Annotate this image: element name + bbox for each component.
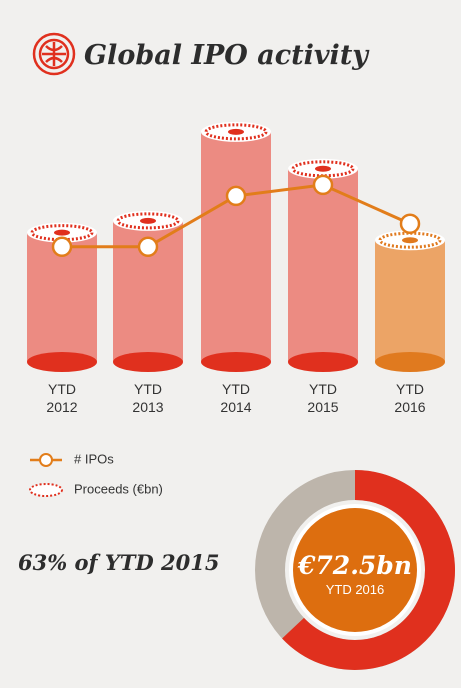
- bar: [201, 132, 271, 362]
- x-tick-label: YTD 2016: [380, 380, 440, 416]
- bar-base: [288, 352, 358, 372]
- x-tick-label: YTD 2012: [32, 380, 92, 416]
- ipo-marker: [53, 238, 71, 256]
- globe-icon: [34, 34, 74, 74]
- bar: [288, 169, 358, 362]
- bar: [375, 240, 445, 362]
- bar-base: [113, 352, 183, 372]
- legend-label: Proceeds (€bn): [74, 481, 163, 496]
- chart: Global IPO activity 63% of YTD 2015 # IP…: [0, 0, 461, 688]
- bar-top-core: [228, 129, 244, 135]
- x-tick-label: YTD 2015: [293, 380, 353, 416]
- ipo-marker: [139, 238, 157, 256]
- bar-base: [27, 352, 97, 372]
- bar-top-core: [402, 237, 418, 243]
- bar-base: [201, 352, 271, 372]
- chart-title: Global IPO activity: [84, 40, 370, 71]
- donut-headline: 63% of YTD 2015: [18, 550, 219, 575]
- legend-marker: [40, 454, 52, 466]
- x-tick-label: YTD 2013: [118, 380, 178, 416]
- bar-base: [375, 352, 445, 372]
- ipo-marker: [227, 187, 245, 205]
- bar-top-core: [54, 230, 70, 236]
- ipo-marker: [401, 215, 419, 233]
- ipo-marker: [314, 176, 332, 194]
- bar-top-core: [315, 166, 331, 172]
- legend-label: # IPOs: [74, 451, 114, 466]
- donut-center-value: €72.5bn: [297, 551, 412, 580]
- infographic: Global IPO activity 63% of YTD 2015 # IP…: [0, 0, 461, 688]
- legend-swatch: [30, 484, 62, 496]
- x-tick-label: YTD 2014: [206, 380, 266, 416]
- bar-top-core: [140, 218, 156, 224]
- donut-center-label: YTD 2016: [326, 582, 385, 597]
